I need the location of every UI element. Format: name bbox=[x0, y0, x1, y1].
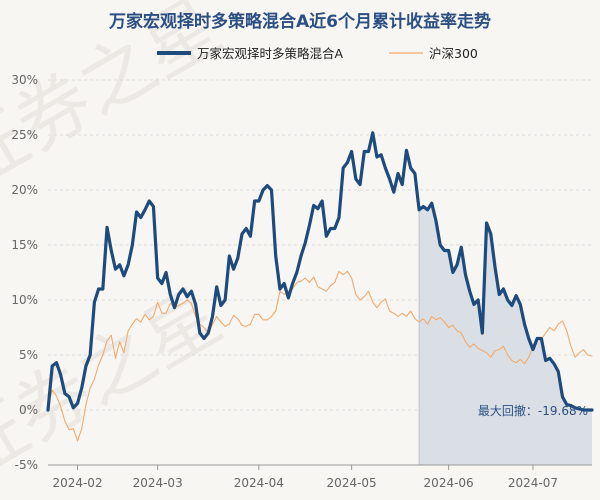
y-tick-label: 0% bbox=[19, 403, 38, 417]
x-tick-label: 2024-05 bbox=[327, 476, 377, 490]
x-tick-label: 2024-02 bbox=[52, 476, 102, 490]
y-tick-label: 30% bbox=[11, 73, 38, 87]
y-axis: -5% 0% 5% 10% 15% 20% 25% 30% bbox=[11, 73, 38, 472]
drawdown-area bbox=[419, 203, 592, 465]
x-tick-label: 2024-07 bbox=[508, 476, 558, 490]
x-tick-label: 2024-04 bbox=[234, 476, 284, 490]
y-tick-label: 20% bbox=[11, 183, 38, 197]
y-tick-label: 15% bbox=[11, 238, 38, 252]
series-line-index bbox=[47, 270, 593, 442]
y-tick-label: 25% bbox=[11, 128, 38, 142]
gridlines bbox=[48, 79, 592, 466]
x-tick-label: 2024-06 bbox=[424, 476, 474, 490]
y-tick-label: 5% bbox=[19, 348, 38, 362]
drawdown-region bbox=[418, 203, 592, 465]
y-tick-label: 10% bbox=[11, 293, 38, 307]
series-line-fund bbox=[46, 131, 594, 412]
y-tick-label: -5% bbox=[15, 458, 38, 472]
legend-label-index: 沪深300 bbox=[429, 46, 478, 61]
x-axis: 2024-02 2024-03 2024-04 2024-05 2024-06 2024-… bbox=[48, 464, 592, 490]
legend: 万家宏观择时多策略混合A 沪深300 bbox=[157, 46, 478, 61]
chart-title: 万家宏观择时多策略混合A近6个月累计收益率走势 bbox=[108, 11, 491, 32]
series bbox=[46, 131, 594, 442]
x-tick-label: 2024-03 bbox=[133, 476, 183, 490]
legend-label-fund: 万家宏观择时多策略混合A bbox=[197, 46, 344, 61]
max-drawdown-annotation: 最大回撤：-19.68% bbox=[478, 403, 588, 418]
